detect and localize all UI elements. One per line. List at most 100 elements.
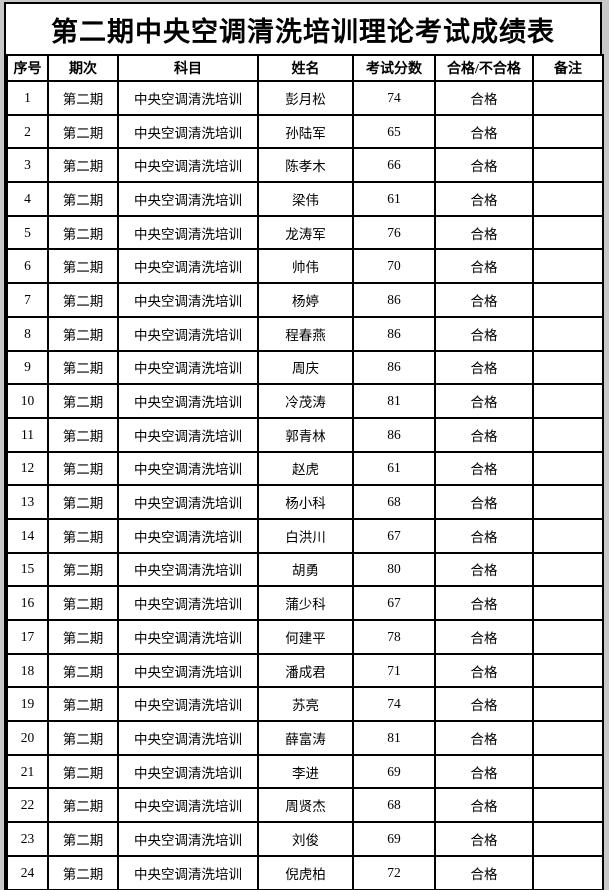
header-cell-subject: 科目: [117, 54, 259, 82]
cell-score: 76: [352, 214, 436, 251]
cell-score: 70: [352, 248, 436, 285]
cell-remark: [532, 147, 604, 184]
table-row: 5 第二期 中央空调清洗培训 龙涛军 76 合格: [6, 214, 604, 251]
cell-result: 合格: [434, 619, 534, 655]
score-sheet: 第二期中央空调清洗培训理论考试成绩表 序号 期次 科目 姓名 考试分数 合格/不…: [4, 2, 604, 890]
header-row: 序号 期次 科目 姓名 考试分数 合格/不合格 备注: [6, 54, 604, 82]
cell-subject: 中央空调清洗培训: [117, 181, 259, 217]
cell-score: 68: [352, 787, 436, 824]
cell-session: 第二期: [47, 181, 119, 217]
cell-remark: [532, 686, 604, 723]
cell-name: 李进: [257, 753, 354, 790]
cell-remark: [532, 113, 604, 150]
cell-score: 78: [352, 619, 436, 655]
cell-name: 龙涛军: [257, 214, 354, 251]
page-title: 第二期中央空调清洗培训理论考试成绩表: [6, 4, 600, 54]
cell-remark: [532, 517, 604, 554]
cell-name: 潘成君: [257, 652, 354, 689]
cell-result: 合格: [434, 720, 534, 756]
table-row: 23 第二期 中央空调清洗培训 刘俊 69 合格: [6, 821, 604, 857]
cell-no: 24: [6, 854, 49, 890]
cell-remark: [532, 315, 604, 352]
cell-result: 合格: [434, 315, 534, 352]
cell-no: 12: [6, 450, 49, 487]
cell-remark: [532, 720, 604, 756]
cell-no: 15: [6, 551, 49, 588]
cell-result: 合格: [434, 652, 534, 689]
cell-score: 61: [352, 181, 436, 217]
table-row: 8 第二期 中央空调清洗培训 程春燕 86 合格: [6, 315, 604, 352]
cell-no: 23: [6, 821, 49, 857]
cell-name: 苏亮: [257, 686, 354, 723]
cell-result: 合格: [434, 181, 534, 217]
cell-session: 第二期: [47, 484, 119, 520]
cell-subject: 中央空调清洗培训: [117, 450, 259, 487]
table-row: 10 第二期 中央空调清洗培训 冷茂涛 81 合格: [6, 383, 604, 419]
cell-name: 孙陆军: [257, 113, 354, 150]
cell-name: 白洪川: [257, 517, 354, 554]
cell-remark: [532, 551, 604, 588]
table-row: 15 第二期 中央空调清洗培训 胡勇 80 合格: [6, 551, 604, 588]
cell-session: 第二期: [47, 686, 119, 723]
table-row: 6 第二期 中央空调清洗培训 帅伟 70 合格: [6, 248, 604, 285]
cell-result: 合格: [434, 248, 534, 285]
cell-result: 合格: [434, 686, 534, 723]
cell-score: 69: [352, 753, 436, 790]
cell-subject: 中央空调清洗培训: [117, 80, 259, 116]
table-row: 14 第二期 中央空调清洗培训 白洪川 67 合格: [6, 517, 604, 554]
cell-result: 合格: [434, 753, 534, 790]
cell-session: 第二期: [47, 720, 119, 756]
cell-session: 第二期: [47, 147, 119, 184]
cell-name: 陈孝木: [257, 147, 354, 184]
cell-no: 10: [6, 383, 49, 419]
cell-score: 74: [352, 80, 436, 116]
cell-subject: 中央空调清洗培训: [117, 619, 259, 655]
table-row: 11 第二期 中央空调清洗培训 郭青林 86 合格: [6, 416, 604, 453]
cell-subject: 中央空调清洗培训: [117, 147, 259, 184]
cell-session: 第二期: [47, 517, 119, 554]
cell-session: 第二期: [47, 821, 119, 857]
cell-remark: [532, 854, 604, 890]
cell-score: 65: [352, 113, 436, 150]
table-row: 18 第二期 中央空调清洗培训 潘成君 71 合格: [6, 652, 604, 689]
cell-no: 17: [6, 619, 49, 655]
cell-name: 周庆: [257, 349, 354, 386]
table-row: 4 第二期 中央空调清洗培训 梁伟 61 合格: [6, 181, 604, 217]
cell-name: 冷茂涛: [257, 383, 354, 419]
cell-score: 61: [352, 450, 436, 487]
cell-session: 第二期: [47, 619, 119, 655]
cell-remark: [532, 80, 604, 116]
cell-subject: 中央空调清洗培训: [117, 585, 259, 621]
cell-name: 倪虎柏: [257, 854, 354, 890]
cell-no: 2: [6, 113, 49, 150]
cell-name: 梁伟: [257, 181, 354, 217]
cell-name: 周贤杰: [257, 787, 354, 824]
cell-score: 71: [352, 652, 436, 689]
cell-subject: 中央空调清洗培训: [117, 551, 259, 588]
score-table-body: 1 第二期 中央空调清洗培训 彭月松 74 合格 2 第二期 中央空调清洗培训 …: [6, 80, 604, 890]
cell-result: 合格: [434, 214, 534, 251]
cell-no: 18: [6, 652, 49, 689]
cell-no: 13: [6, 484, 49, 520]
table-row: 17 第二期 中央空调清洗培训 何建平 78 合格: [6, 619, 604, 655]
cell-subject: 中央空调清洗培训: [117, 854, 259, 890]
cell-result: 合格: [434, 450, 534, 487]
header-cell-session: 期次: [47, 54, 119, 82]
cell-no: 19: [6, 686, 49, 723]
cell-name: 帅伟: [257, 248, 354, 285]
cell-subject: 中央空调清洗培训: [117, 821, 259, 857]
cell-session: 第二期: [47, 214, 119, 251]
cell-subject: 中央空调清洗培训: [117, 652, 259, 689]
cell-result: 合格: [434, 821, 534, 857]
cell-session: 第二期: [47, 349, 119, 386]
cell-remark: [532, 484, 604, 520]
header-cell-score: 考试分数: [352, 54, 436, 82]
cell-score: 69: [352, 821, 436, 857]
header-cell-remark: 备注: [532, 54, 604, 82]
cell-name: 刘俊: [257, 821, 354, 857]
cell-score: 67: [352, 585, 436, 621]
cell-score: 66: [352, 147, 436, 184]
cell-remark: [532, 585, 604, 621]
cell-session: 第二期: [47, 315, 119, 352]
cell-subject: 中央空调清洗培训: [117, 315, 259, 352]
